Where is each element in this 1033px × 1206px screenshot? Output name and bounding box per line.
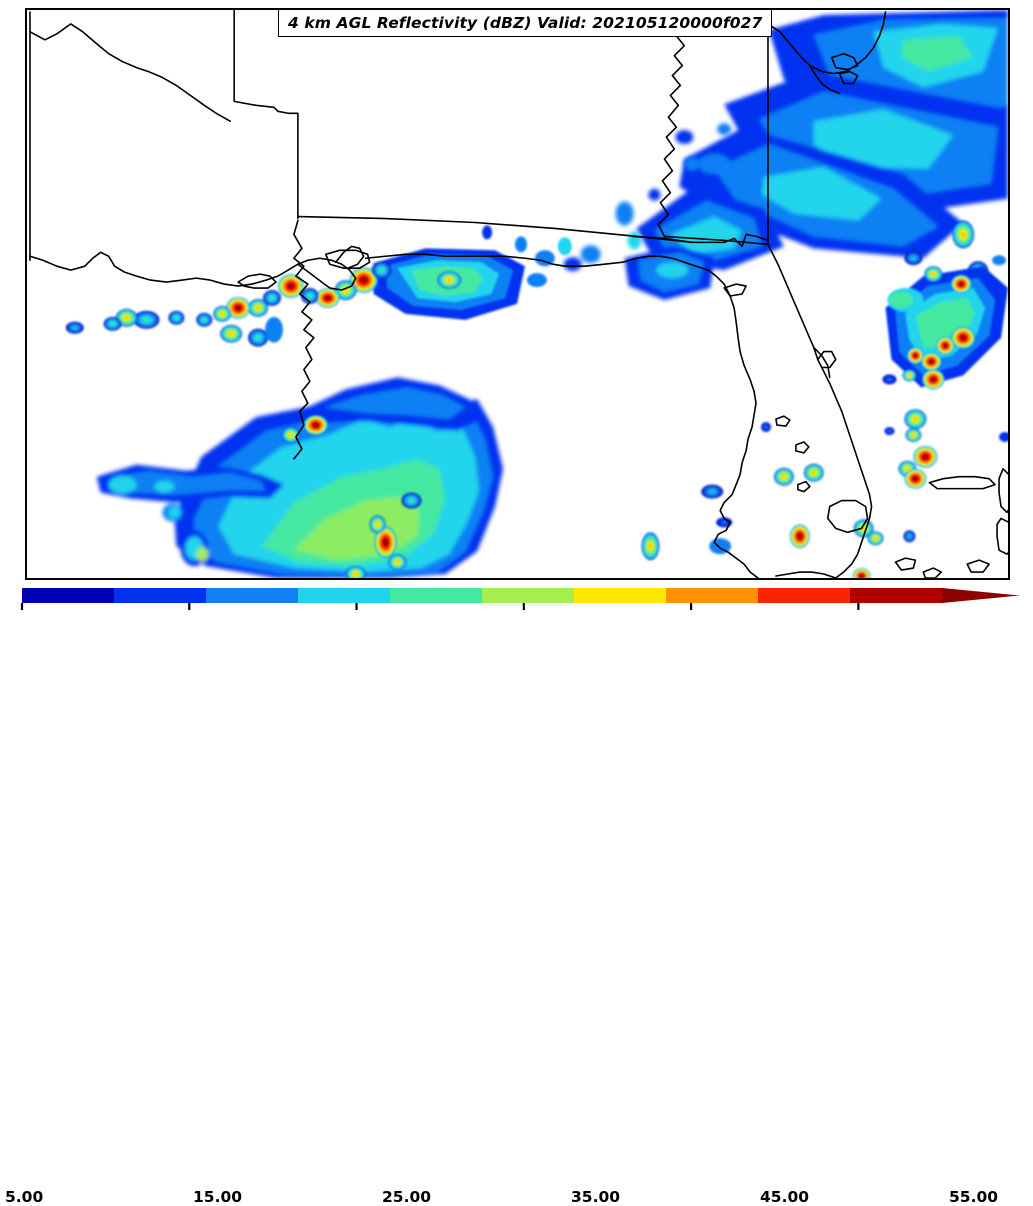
colorbar-tick-label-0: 5.00 [5, 1188, 44, 1206]
echo-cells-offshore-southeast [884, 409, 938, 489]
colorbar-band [482, 588, 575, 603]
colorbar-band [298, 588, 391, 603]
plot-title-box: 4 km AGL Reflectivity (dBZ) Valid: 20210… [278, 9, 773, 37]
echo-region-gulf-coast-line [65, 225, 572, 347]
colorbar-tick-label-1: 15.00 [193, 1188, 243, 1206]
coast-florida-panhandle [564, 255, 755, 393]
island-abaco [998, 467, 1008, 514]
border-arkansas-louisiana [233, 10, 279, 113]
colorbar-tick-label-3: 35.00 [571, 1188, 621, 1206]
colorbar-band [758, 588, 851, 603]
river-mississippi [293, 219, 315, 460]
island-bahama-small-1 [894, 557, 917, 571]
coast-panhandle-islands [723, 283, 747, 297]
border-georgia-florida [631, 233, 769, 248]
colorbar-band [666, 588, 759, 603]
colorbar-band [850, 588, 943, 603]
coast-delta-spur [334, 245, 365, 269]
island-andros [996, 517, 1008, 555]
island-bahama-small-2 [966, 559, 990, 573]
border-red-river [29, 23, 231, 123]
plot-title-text: 4 km AGL Reflectivity (dBZ) Valid: 20210… [288, 14, 763, 32]
lake-okeechobee [826, 499, 869, 534]
coast-charleston-detail [809, 64, 841, 95]
coast-texas-louisiana [29, 251, 299, 287]
coast-florida-east [767, 243, 873, 578]
coast-florida-keys [775, 571, 837, 578]
island-grand-bahama [928, 475, 996, 490]
coast-lagoon [812, 346, 831, 379]
border-la-ar-horizontal [277, 110, 299, 220]
radar-map-figure: 4 km AGL Reflectivity (dBZ) Valid: 20210… [0, 8, 1033, 1205]
coast-barrier-islands-la [237, 273, 277, 289]
coast-louisiana-delta [297, 257, 357, 291]
lake-florida-small-2 [795, 441, 810, 454]
lake-florida-small-3 [797, 480, 811, 493]
lake-florida-small-1 [775, 415, 791, 427]
coast-lake-pontchartrain [324, 249, 371, 269]
colorbar-ticks [20, 603, 860, 610]
colorbar-bands [22, 588, 943, 603]
border-mississippi-alabama [657, 23, 686, 238]
radar-map-canvas [29, 10, 1008, 578]
echo-cells-far-east [992, 255, 1008, 442]
colorbar-band [206, 588, 299, 603]
colorbar-extend-arrow [942, 588, 1020, 603]
island-bahama-small-3 [922, 567, 943, 578]
colorbar-tick-label-5: 55.00 [949, 1188, 999, 1206]
colorbar: 5.00 15.00 25.00 35.00 45.00 55.00 [0, 584, 1033, 1205]
colorbar-band [22, 588, 115, 603]
echo-region-atlantic-band [636, 10, 1008, 271]
coast-mississippi-alabama [364, 253, 566, 267]
coast-georgia-carolina [767, 11, 887, 75]
colorbar-gradient [20, 588, 1020, 610]
echo-cells-gulf-mcs-cores [281, 415, 422, 578]
colorbar-tick-label-2: 25.00 [382, 1188, 432, 1206]
colorbar-tick-label-4: 45.00 [760, 1188, 810, 1206]
geography-layer [29, 10, 1008, 578]
colorbar-band [114, 588, 207, 603]
echo-region-gulf-mcs [96, 377, 504, 578]
echo-region-east-florida-line [882, 266, 1008, 390]
coast-florida-west [713, 390, 759, 578]
reflectivity-layer [65, 10, 1008, 578]
colorbar-band [390, 588, 483, 603]
echo-cells-florida-peninsula [641, 422, 916, 578]
island-sea-2 [838, 70, 859, 85]
island-sea-1 [830, 52, 859, 71]
map-panel [25, 8, 1010, 580]
echo-cluster-north-florida [563, 123, 732, 300]
colorbar-band [574, 588, 667, 603]
